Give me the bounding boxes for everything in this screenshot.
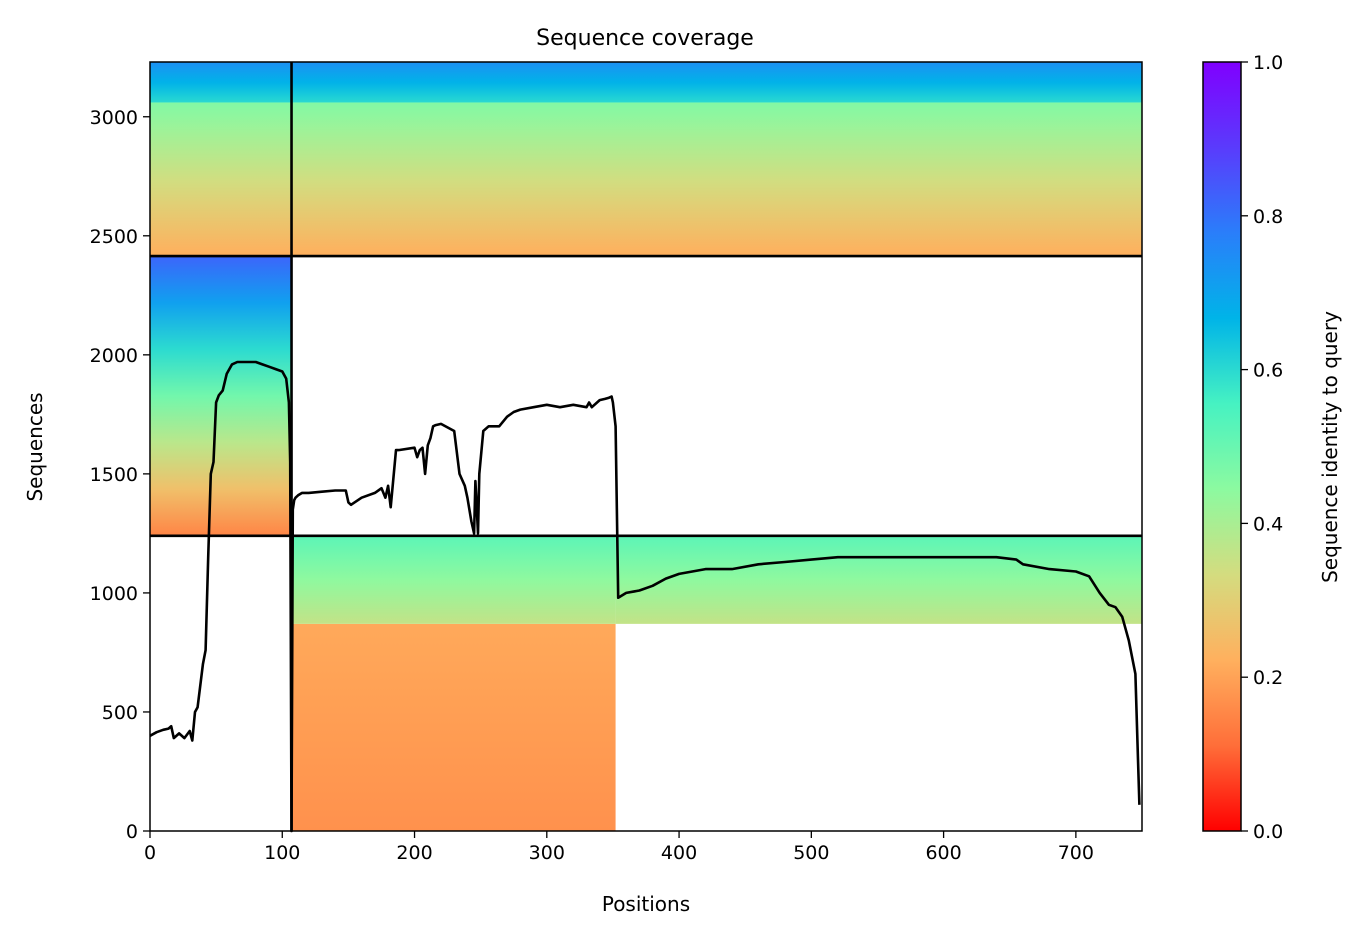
colorbar-frame [1202, 61, 1242, 832]
y-tick-label: 2500 [90, 226, 138, 248]
coverage-blocks [150, 62, 1142, 831]
x-tick-label: 100 [264, 842, 300, 864]
y-tick-label: 2000 [90, 345, 138, 367]
block-1-band [291, 623, 616, 831]
colorbar-tick-label: 0.0 [1253, 821, 1283, 843]
x-tick-label: 0 [144, 842, 156, 864]
colorbar-tick-label: 0.2 [1253, 667, 1283, 689]
x-tick-label: 200 [396, 842, 432, 864]
colorbar-tick-label: 0.8 [1253, 206, 1283, 228]
block-3-band [150, 62, 1142, 103]
coverage-line [149, 360, 1141, 833]
plot-area [149, 61, 1143, 833]
colorbar-label: Sequence identity to query [1318, 311, 1342, 583]
x-axis-label: Positions [602, 892, 690, 916]
x-tick-label: 400 [661, 842, 697, 864]
colorbar-ticks: 0.0 0.2 0.4 0.6 0.8 1.0 [1241, 52, 1283, 843]
colorbar: 0.0 0.2 0.4 0.6 0.8 1.0 Sequence identity to … [1202, 52, 1342, 843]
block-4-band [615, 535, 1142, 624]
plot-frame [149, 61, 1143, 832]
x-tick-label: 300 [529, 842, 565, 864]
colorbar-tick-label: 1.0 [1253, 52, 1283, 74]
colorbar-fill [1203, 62, 1241, 831]
x-tick-label: 700 [1058, 842, 1094, 864]
block-2-band [150, 256, 292, 536]
y-axis: 0 500 1000 1500 2000 2500 3000 [90, 107, 150, 843]
colorbar-tick-label: 0.6 [1253, 360, 1283, 382]
block-3-band [150, 102, 1142, 257]
colorbar-tick-label: 0.4 [1253, 513, 1283, 535]
block-1-band [291, 535, 616, 624]
x-tick-label: 600 [925, 842, 961, 864]
y-tick-label: 0 [126, 821, 138, 843]
y-tick-label: 1000 [90, 583, 138, 605]
y-tick-label: 500 [102, 702, 138, 724]
x-axis: 0 100 200 300 400 500 600 700 [144, 831, 1094, 864]
chart-title: Sequence coverage [536, 26, 754, 51]
x-tick-label: 500 [793, 842, 829, 864]
y-tick-label: 1500 [90, 464, 138, 486]
y-tick-label: 3000 [90, 107, 138, 129]
y-axis-label: Sequences [23, 392, 47, 501]
